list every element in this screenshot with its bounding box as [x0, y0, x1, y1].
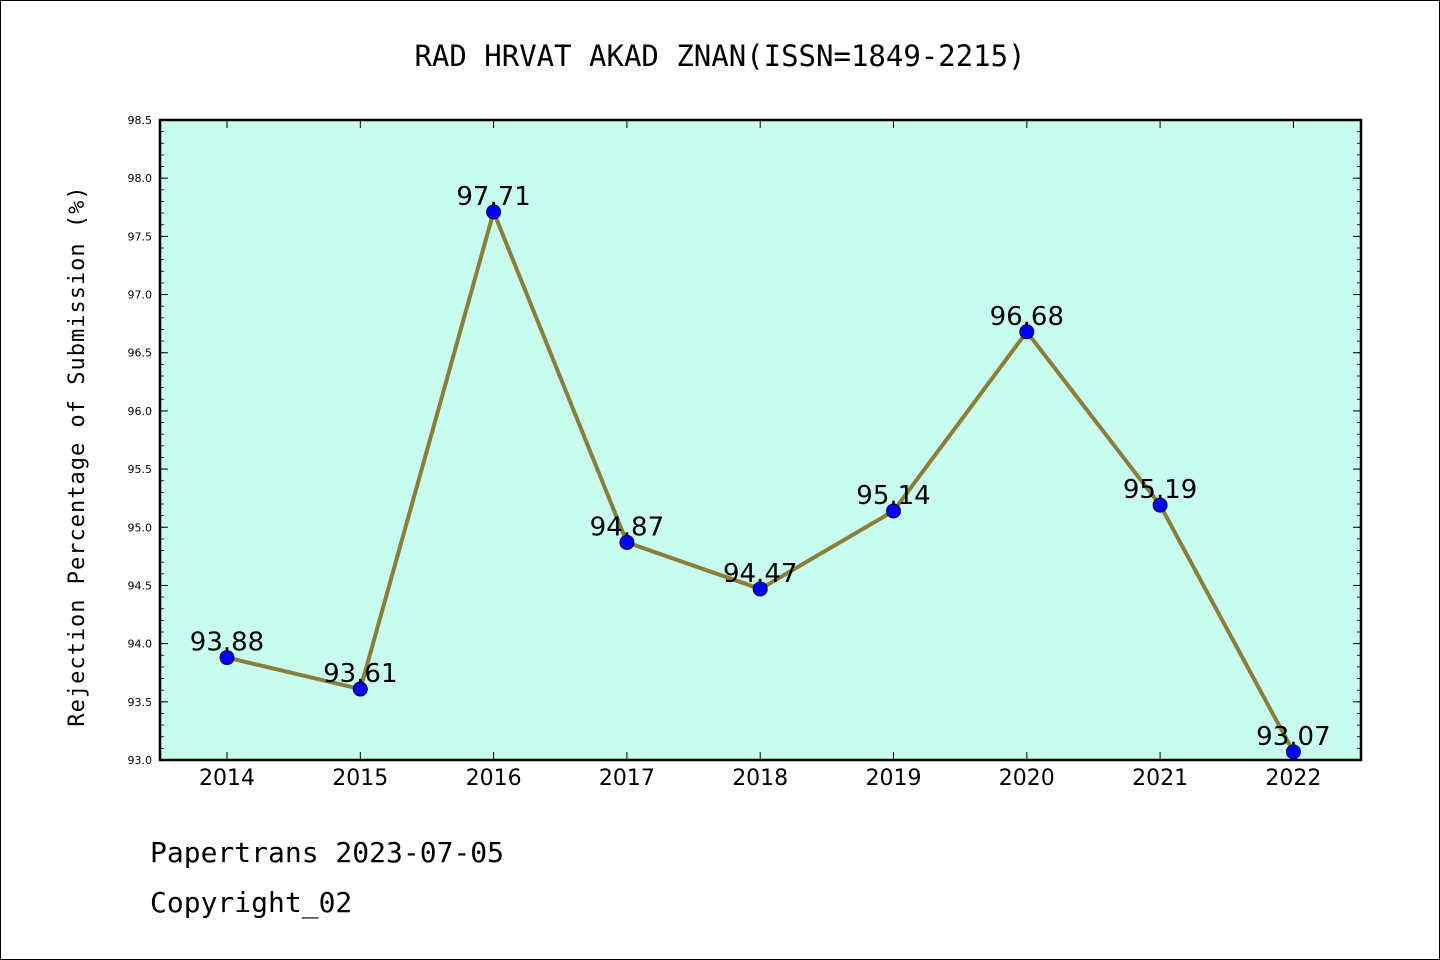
data-label-2022: 93.07: [1256, 722, 1330, 752]
data-label-2016: 97.71: [456, 182, 530, 212]
chart-title: RAD HRVAT AKAD ZNAN(ISSN=1849-2215): [414, 39, 1025, 73]
y-tick-label: 95.5: [128, 463, 153, 476]
y-tick-label: 94.0: [128, 638, 153, 651]
y-tick-label: 93.5: [128, 696, 153, 709]
footer-copyright: Copyright_02: [150, 886, 353, 919]
data-label-2017: 94.87: [590, 512, 664, 542]
y-axis-label: Rejection Percentage of Submission (%): [65, 185, 90, 726]
data-label-2014: 93.88: [190, 628, 264, 658]
data-point-2019: [886, 503, 901, 519]
plot-border: [158, 118, 1363, 762]
x-tick-label: 2016: [466, 766, 522, 791]
x-tick-label: 2019: [866, 766, 922, 791]
x-tick-label: 2021: [1132, 766, 1188, 791]
data-labels: 93.88 93.61 97.71 94.87 94.47 95.14 96.68 95.19…: [190, 182, 1331, 752]
y-tick-label: 98.5: [128, 114, 153, 127]
y-tick-label: 96.0: [128, 405, 153, 418]
y-tick-label: 97.5: [128, 230, 153, 243]
y-tick-label: 96.5: [128, 347, 153, 360]
data-label-2020: 96.68: [990, 302, 1064, 332]
x-tick-label: 2014: [199, 766, 255, 791]
data-point-2014: [219, 650, 235, 666]
data-point-2016: [486, 204, 502, 220]
data-point-2015: [352, 681, 368, 697]
data-label-2019: 95.14: [856, 481, 930, 511]
data-point-2020: [1019, 324, 1035, 340]
data-markers: [219, 204, 1301, 760]
data-label-2018: 94.47: [723, 559, 797, 589]
footer-date: Papertrans 2023-07-05: [150, 836, 505, 869]
data-label-2015: 93.61: [323, 659, 397, 689]
plot-area: [160, 120, 1361, 760]
x-tick-label: 2015: [332, 766, 388, 791]
y-tick-label: 94.5: [128, 579, 153, 592]
y-tick-label: 95.0: [128, 521, 153, 534]
y-tick-label: 98.0: [128, 172, 153, 185]
y-tick-label: 97.0: [128, 289, 153, 302]
x-tick-label: 2018: [732, 766, 788, 791]
data-point-2018: [752, 581, 768, 597]
data-point-2017: [619, 534, 635, 550]
y-tick-label: 93.0: [128, 754, 153, 767]
x-tick-label: 2022: [1265, 766, 1321, 791]
data-point-2021: [1152, 497, 1168, 513]
y-axis-ticks: 93.0 93.5 94.0 94.5 95.0 95.5 96.0 96.5 97.0 97.5…: [128, 114, 1361, 767]
x-tick-label: 2020: [999, 766, 1055, 791]
x-axis-ticks: 2014 2015 2016 2017 2018 2019 2020 2021 2022: [199, 120, 1321, 791]
data-label-2021: 95.19: [1123, 475, 1197, 505]
x-tick-label: 2017: [599, 766, 655, 791]
